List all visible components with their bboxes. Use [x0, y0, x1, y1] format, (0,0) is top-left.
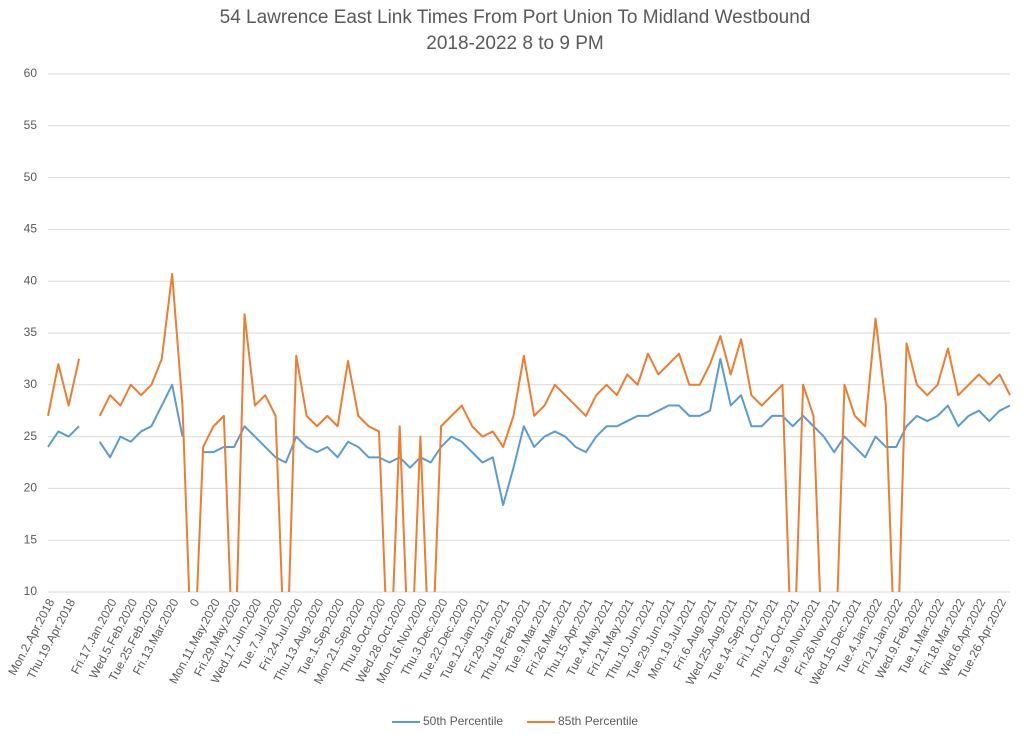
- chart-subtitle: 2018-2022 8 to 9 PM: [426, 33, 603, 54]
- y-tick-label: 20: [24, 481, 38, 495]
- legend-label: 85th Percentile: [558, 714, 638, 728]
- y-tick-label: 25: [24, 429, 38, 443]
- legend-label: 50th Percentile: [423, 714, 503, 728]
- series-line: [203, 357, 1011, 506]
- y-tick-label: 40: [24, 273, 38, 287]
- y-tick-label: 15: [24, 532, 38, 546]
- x-tick-label: 0: [187, 596, 203, 609]
- series-line: [47, 425, 80, 448]
- series-line: [47, 358, 81, 417]
- y-tick-label: 35: [24, 325, 38, 339]
- series-line: [98, 272, 1011, 592]
- y-tick-label: 10: [24, 584, 38, 598]
- y-tick-label: 50: [24, 170, 38, 184]
- y-tick-label: 30: [24, 377, 38, 391]
- chart-title: 54 Lawrence East Link Times From Port Un…: [220, 7, 811, 28]
- y-tick-label: 60: [24, 66, 38, 80]
- y-tick-label: 55: [24, 118, 38, 132]
- y-tick-label: 45: [24, 222, 38, 236]
- series-line: [98, 383, 184, 459]
